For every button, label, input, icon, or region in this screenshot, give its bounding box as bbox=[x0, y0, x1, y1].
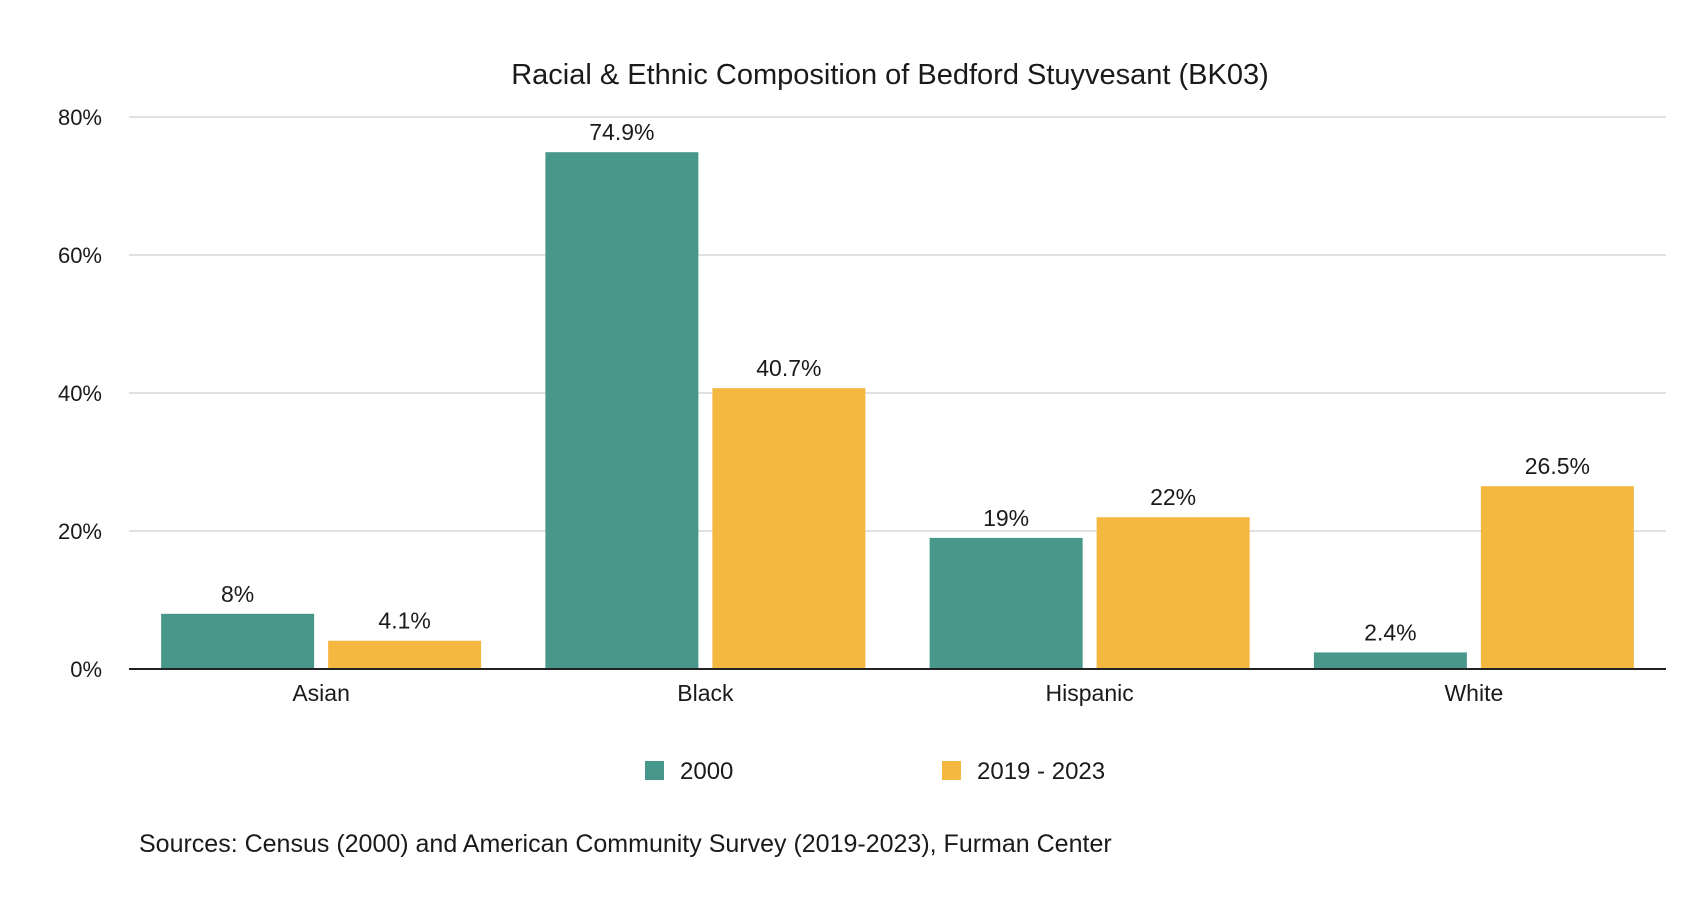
category-label-black: Black bbox=[677, 680, 734, 706]
bar-asian-series-1 bbox=[161, 613, 315, 669]
bars bbox=[161, 152, 1634, 669]
data-label: 8% bbox=[221, 581, 254, 607]
chart-title: Racial & Ethnic Composition of Bedford S… bbox=[511, 59, 1269, 91]
data-label: 74.9% bbox=[589, 119, 654, 145]
source-note: Sources: Census (2000) and American Comm… bbox=[139, 830, 1112, 858]
data-labels: 8% 4.1% 74.9% 40.7% 19% 22% 2.4% 26.5% bbox=[221, 119, 1590, 645]
bar-hispanic-series-2 bbox=[1096, 517, 1250, 669]
data-label: 4.1% bbox=[378, 608, 430, 634]
bar-asian-series-2 bbox=[328, 640, 482, 669]
bar-black-series-2 bbox=[712, 388, 866, 669]
gridlines bbox=[129, 116, 1666, 532]
legend-label-1: 2000 bbox=[680, 758, 733, 785]
legend: 2000 2019 - 2023 bbox=[645, 758, 1105, 785]
bar-black-series-1 bbox=[545, 152, 699, 669]
bar-white-series-2 bbox=[1480, 486, 1634, 669]
bar-hispanic-series-1 bbox=[929, 537, 1083, 669]
legend-label-2: 2019 - 2023 bbox=[977, 758, 1105, 785]
data-label: 2.4% bbox=[1364, 619, 1416, 645]
category-label-white: White bbox=[1444, 680, 1503, 706]
y-tick-label: 40% bbox=[58, 381, 102, 406]
data-label: 26.5% bbox=[1525, 453, 1590, 479]
x-axis-categories: Asian Black Hispanic White bbox=[292, 680, 1503, 706]
data-label: 22% bbox=[1150, 484, 1196, 510]
legend-swatch-2 bbox=[942, 761, 961, 780]
y-axis-ticks: 0% 20% 40% 60% 80% bbox=[58, 105, 102, 682]
y-tick-label: 0% bbox=[70, 657, 102, 682]
legend-swatch-1 bbox=[645, 761, 664, 780]
y-tick-label: 80% bbox=[58, 105, 102, 130]
data-label: 19% bbox=[983, 505, 1029, 531]
category-label-asian: Asian bbox=[292, 680, 350, 706]
data-label: 40.7% bbox=[756, 355, 821, 381]
bar-white-series-1 bbox=[1313, 652, 1467, 669]
category-label-hispanic: Hispanic bbox=[1046, 680, 1134, 706]
y-tick-label: 20% bbox=[58, 519, 102, 544]
y-tick-label: 60% bbox=[58, 243, 102, 268]
